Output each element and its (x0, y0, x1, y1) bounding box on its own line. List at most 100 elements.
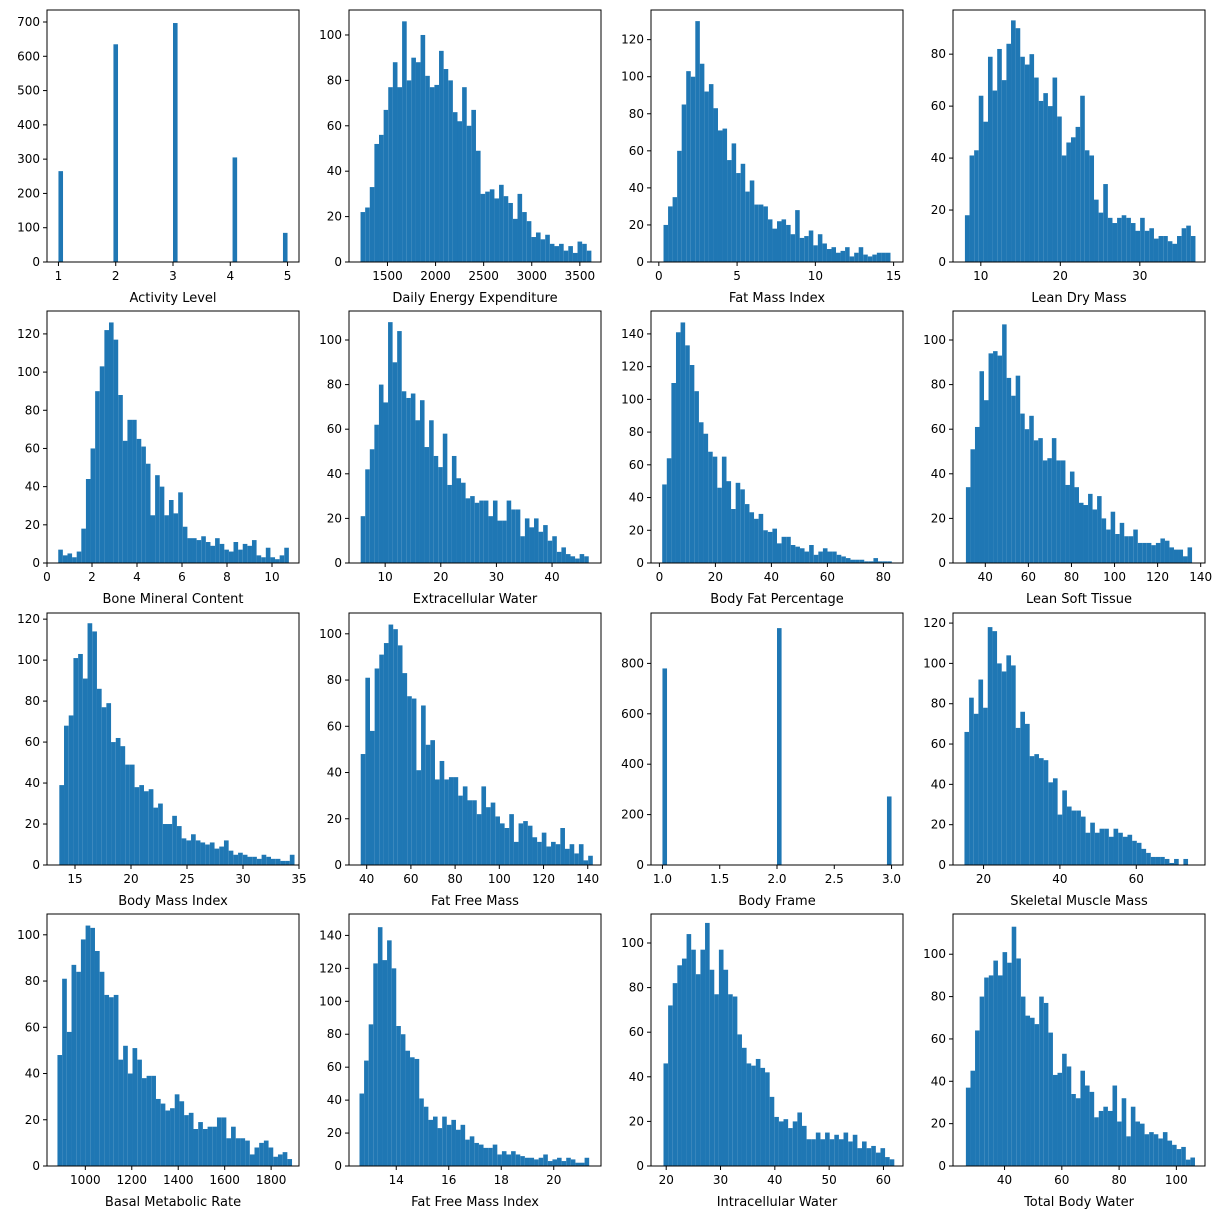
histogram-bar (523, 821, 528, 865)
histogram-bar (863, 254, 868, 262)
histogram-bar (460, 1124, 466, 1166)
histogram-bar (360, 516, 366, 563)
histogram-bar (849, 256, 855, 262)
x-tick-label: 80 (1064, 570, 1079, 584)
bars (359, 927, 590, 1166)
histogram-bar (524, 518, 530, 563)
histogram-bar (490, 802, 496, 865)
histogram-bar (554, 246, 560, 262)
x-tick-label: 2.0 (767, 872, 786, 886)
histogram-bar (993, 351, 998, 563)
histogram-bar (146, 1075, 152, 1166)
histogram-bar (1115, 534, 1120, 563)
histogram-bar (974, 426, 980, 563)
histogram-bar (781, 219, 787, 262)
histogram-bar (583, 860, 589, 865)
histogram-bar (1126, 217, 1131, 262)
histogram-bar (364, 1060, 369, 1166)
histogram-bar (365, 677, 370, 865)
histogram-bar (677, 150, 682, 262)
histogram-bar (263, 1140, 269, 1166)
y-tick-label: 80 (327, 73, 342, 87)
y-tick-label: 0 (32, 255, 40, 269)
x-tick-label: 25 (179, 872, 194, 886)
histogram-bar (141, 1078, 147, 1166)
histogram-bar (139, 785, 144, 865)
histogram-bar (1133, 529, 1138, 563)
histogram-bar (723, 969, 729, 1166)
histogram-bar (754, 204, 759, 262)
histogram-bar (424, 447, 430, 563)
histogram-bar (172, 815, 177, 865)
y-tick-label: 40 (25, 480, 40, 494)
histogram-bar (1112, 1085, 1118, 1166)
histogram-bar (456, 478, 462, 563)
histogram-bar (453, 777, 459, 865)
histogram-bar (1034, 754, 1039, 865)
histogram-bar (256, 555, 262, 563)
histogram-bar (1190, 1157, 1195, 1166)
histogram-bar (804, 236, 809, 262)
histogram-bar (969, 155, 975, 262)
histogram-bar (416, 770, 422, 865)
x-tick-label: 20 (123, 872, 138, 886)
y-tick-label: 80 (327, 1027, 342, 1041)
histogram-bar (997, 663, 1002, 865)
histogram-bar (695, 974, 701, 1166)
y-tick-label: 60 (629, 458, 644, 472)
histogram-bar (563, 250, 569, 262)
y-tick-label: 0 (334, 255, 342, 269)
histogram-bar (749, 512, 755, 563)
histogram-bar (1117, 1121, 1122, 1166)
y-tick-label: 60 (327, 719, 342, 733)
histogram-bar (503, 196, 509, 262)
histogram-bar (1015, 727, 1021, 865)
histogram-bar (1153, 1134, 1159, 1166)
histogram-bar (1172, 243, 1178, 262)
y-tick-label: 40 (629, 181, 644, 195)
bars (58, 23, 288, 263)
histogram-bar (1042, 460, 1048, 563)
histogram-bar (537, 841, 542, 865)
y-tick-label: 80 (931, 697, 946, 711)
histogram-bar (113, 994, 119, 1166)
histogram-bar (388, 87, 393, 262)
histogram-bar (1080, 1070, 1086, 1166)
y-tick-label: 20 (931, 203, 946, 217)
y-tick-label: 80 (629, 981, 644, 995)
histogram-bar (726, 481, 732, 563)
histogram-bar (1047, 106, 1053, 263)
histogram-bar (1020, 413, 1025, 563)
histogram-bar (1083, 505, 1089, 563)
histogram-bar (377, 927, 383, 1166)
histogram-bar (439, 50, 444, 262)
histogram-bar (671, 383, 676, 563)
histogram-bar (388, 322, 393, 563)
x-tick-label: 20 (546, 1173, 561, 1187)
histogram-bar (1088, 493, 1093, 563)
histogram-bar (555, 844, 561, 865)
y-tick-label: 20 (629, 1114, 644, 1128)
y-tick-label: 20 (931, 1117, 946, 1131)
subplot-15: 40 60 80 100 0 20 40 60 80 100 Total Body Water (923, 913, 1206, 1210)
histogram-bar (1167, 1140, 1173, 1166)
y-tick-label: 120 (923, 616, 946, 630)
histogram-bar (717, 130, 723, 262)
histogram-bar (159, 486, 165, 563)
histogram-bar (228, 850, 234, 865)
histogram-bar (224, 549, 229, 563)
histogram-bar (150, 515, 156, 563)
histogram-bar (1070, 137, 1076, 262)
x-axis-label: Body Frame (738, 894, 815, 909)
histogram-bar (745, 191, 750, 262)
histogram-bar (71, 964, 77, 1166)
histogram-bar (524, 1157, 530, 1166)
histogram-bar (452, 112, 458, 262)
histogram-bar (1181, 1146, 1186, 1166)
histogram-bar (822, 548, 828, 563)
x-tick-label: 0 (656, 570, 664, 584)
y-tick-label: 0 (938, 255, 946, 269)
histogram-bar (677, 965, 682, 1166)
histogram-bar (680, 322, 686, 563)
histogram-bar (429, 87, 435, 262)
